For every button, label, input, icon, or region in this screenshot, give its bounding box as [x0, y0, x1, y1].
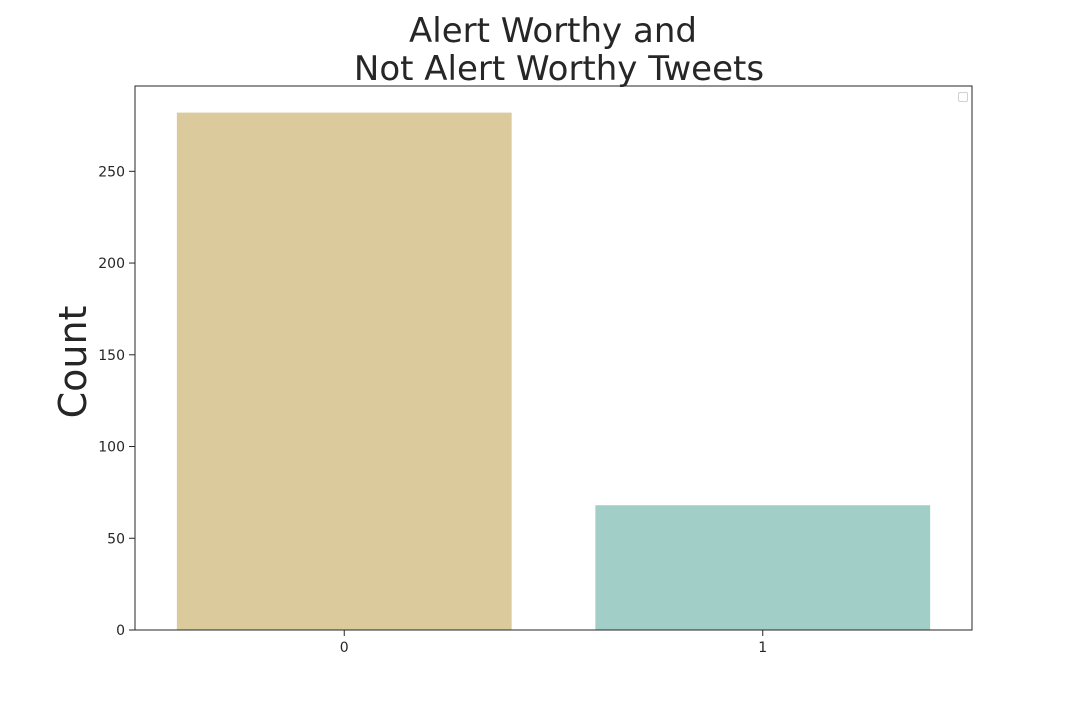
- bar-1: [595, 505, 931, 630]
- y-tick-label: 100: [98, 440, 125, 456]
- y-ticks-layer: 0 50 100 150 200 250: [98, 164, 135, 639]
- y-tick-label: 150: [98, 348, 125, 364]
- y-tick-label: 50: [107, 531, 125, 547]
- chart-title-line-2: Not Alert Worthy Tweets: [354, 49, 764, 89]
- bars-layer: [176, 112, 931, 631]
- legend-box: [958, 92, 968, 102]
- x-tick-label: 0: [340, 640, 349, 656]
- plot-frame: [134, 85, 973, 631]
- y-axis-label: Count: [51, 306, 95, 419]
- bar-0: [176, 112, 512, 631]
- chart-title-line-1: Alert Worthy and: [409, 11, 697, 51]
- y-tick-label: 0: [116, 623, 125, 639]
- y-tick-label: 200: [98, 256, 125, 272]
- y-tick-label: 250: [98, 164, 125, 180]
- x-tick-label: 1: [758, 640, 767, 656]
